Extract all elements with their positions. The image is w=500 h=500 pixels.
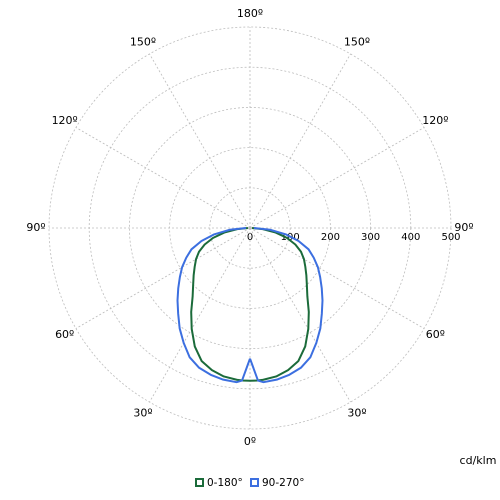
angle-tick-label: 90º [26, 221, 45, 234]
angle-tick-label: 150º [344, 36, 370, 49]
angle-tick-label: 120º [52, 114, 78, 127]
r-tick-label: 200 [321, 232, 340, 243]
angle-tick-label: 60º [426, 328, 445, 341]
grid-spoke [249, 127, 425, 229]
grid-spoke [249, 227, 425, 329]
legend-label: 0-180° [207, 477, 243, 489]
legend-swatch [250, 478, 259, 487]
series-line [190, 227, 251, 382]
r-tick-label: 500 [441, 232, 460, 243]
angle-tick-label: 30º [133, 406, 152, 419]
angle-tick-label: 0º [244, 435, 256, 448]
legend-swatch [195, 478, 204, 487]
grid-spoke [75, 127, 251, 229]
angle-tick-label: 120º [422, 114, 448, 127]
grid-spoke [249, 227, 351, 403]
angle-tick-label: 60º [55, 328, 74, 341]
series-line [249, 227, 324, 384]
series-line [249, 227, 310, 382]
grid-spoke [149, 227, 251, 403]
angle-tick-label: 30º [347, 406, 366, 419]
angle-tick-label: 180º [237, 7, 263, 20]
angle-tick-label: 90º [454, 221, 473, 234]
legend-label: 90-270° [262, 477, 304, 489]
legend: 0-180° 90-270° [195, 477, 304, 489]
angle-tick-label: 150º [130, 36, 156, 49]
series-line [176, 227, 251, 384]
r-tick-label: 400 [401, 232, 420, 243]
grid-spoke [249, 53, 351, 229]
r-tick-label: 300 [361, 232, 380, 243]
grid-spoke [149, 53, 251, 229]
grid-spoke [75, 227, 251, 329]
unit-label: cd/klm [460, 454, 497, 467]
